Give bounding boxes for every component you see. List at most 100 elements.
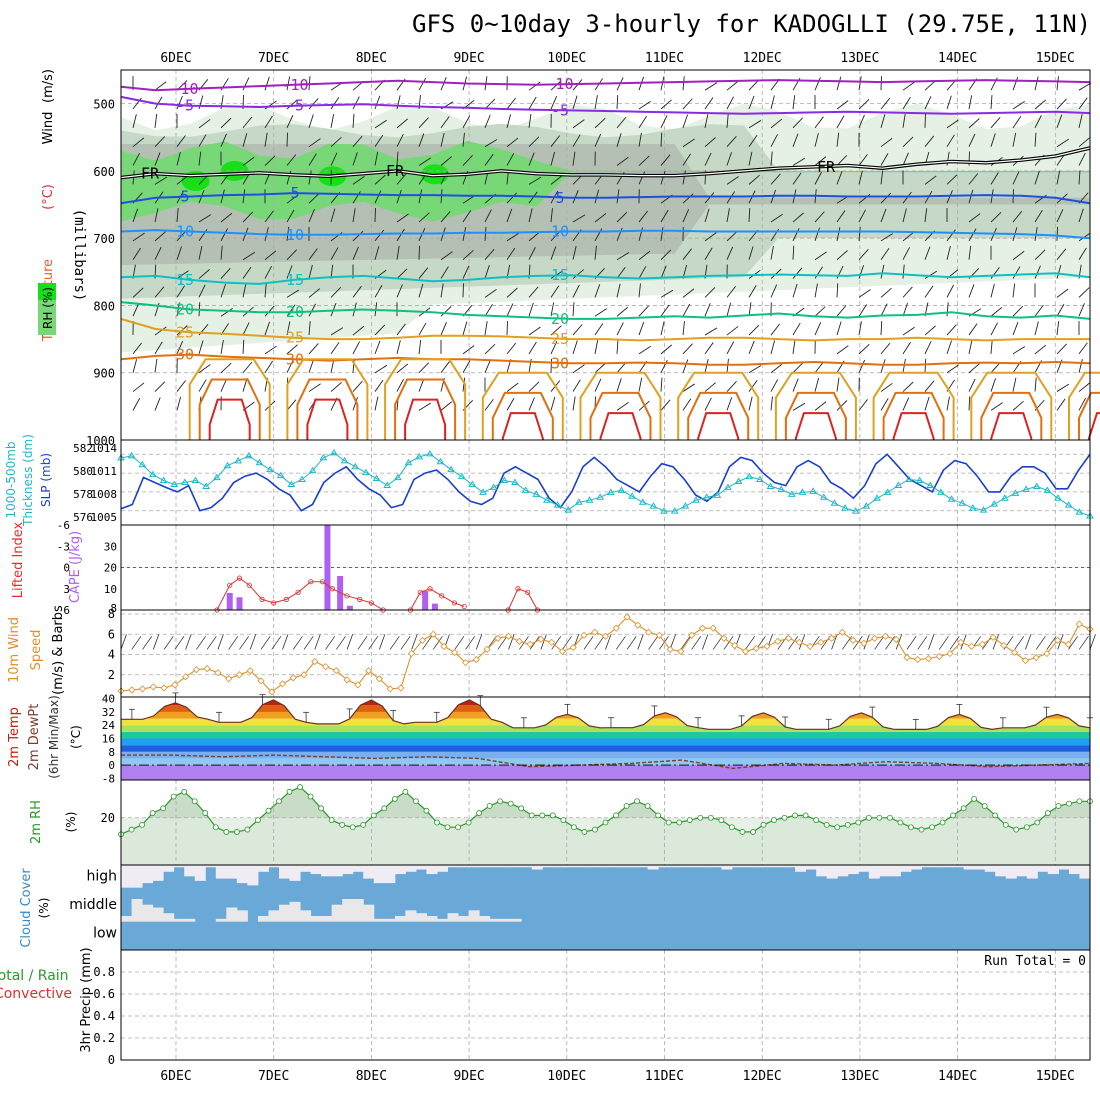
wind-barb [726, 135, 737, 147]
lifted-index-point [246, 582, 252, 588]
thickness-point [681, 502, 690, 509]
wind-barb [880, 342, 891, 355]
wind-barb [396, 245, 400, 260]
surface-wind-barb [185, 634, 192, 650]
wind-barb [968, 118, 980, 129]
wind-barb [572, 284, 580, 298]
wind-barb [682, 193, 694, 204]
wind-barb [880, 170, 884, 185]
wind-barb [638, 377, 643, 392]
rh-point [728, 824, 735, 831]
thickness-point [596, 493, 605, 500]
surface-isotherm [990, 412, 1033, 440]
wind-barb [330, 152, 338, 166]
thickness-point [521, 486, 530, 493]
rh-point [602, 819, 609, 826]
wind-barb [352, 325, 365, 336]
cloud-clear-high [226, 865, 238, 879]
wind-barb [1056, 98, 1067, 110]
wind-speed-point [1075, 620, 1083, 628]
wind-barb [770, 284, 778, 298]
wind-barb [1078, 170, 1081, 185]
wind-barb [792, 402, 806, 411]
wind-speed-point [957, 638, 965, 646]
wind-barb [242, 189, 246, 204]
wind-barb [132, 247, 142, 260]
wind-tick: 2 [108, 668, 115, 682]
cloud-clear-middle [373, 918, 385, 922]
wind-barb [330, 327, 344, 336]
cloud-clear-high [1005, 865, 1017, 879]
cloud-clear-middle [405, 910, 417, 922]
wind-barb [704, 232, 717, 242]
wind-barb [374, 396, 379, 411]
precip-tick: 0.2 [93, 1031, 115, 1045]
wind-axis-label: Wind [41, 112, 56, 145]
cloud-clear-high [1037, 865, 1049, 872]
rh-point [528, 812, 535, 819]
wind-speed-point [375, 675, 383, 683]
slp-tick: 1008 [91, 488, 118, 501]
temperature-panel [121, 692, 1093, 780]
wind-barb [902, 397, 910, 411]
surface-wind-barb [895, 634, 903, 650]
lifted-index-point [319, 579, 326, 585]
rh-point [149, 810, 156, 816]
wind-barb [308, 98, 319, 110]
wind-barb [418, 339, 422, 354]
cloud-clear-high [1026, 865, 1038, 879]
date-label-bottom: 9DEC [453, 1069, 484, 1084]
cloud-clear-middle [131, 899, 143, 922]
surface-wind-barb [152, 634, 160, 650]
wind-barb [550, 135, 560, 147]
wind-barb [616, 211, 628, 223]
thickness-point [798, 488, 807, 495]
rh-point [233, 829, 240, 835]
cloud-clear-high [531, 865, 543, 870]
wind-barb [858, 114, 865, 129]
thickness-point [660, 507, 668, 514]
wind-barb [946, 229, 956, 242]
wind-barb [528, 152, 535, 166]
thickness-point [266, 465, 274, 473]
wind-barb [1034, 377, 1037, 392]
wind-barb [1078, 287, 1090, 298]
wind-barb [352, 397, 358, 411]
wind-barb [990, 133, 996, 147]
thickness-point [479, 488, 487, 495]
surface-wind-barb [314, 634, 321, 650]
surface-wind-barb [874, 636, 885, 650]
wind-barb [286, 99, 298, 110]
temp-color-band [121, 758, 1090, 766]
wind-barb [682, 153, 692, 166]
surface-wind-barb [906, 636, 917, 650]
cloud-clear-high [995, 865, 1007, 877]
rh-point [981, 803, 988, 809]
rh-point [413, 798, 419, 805]
surface-wind-barb [1046, 636, 1057, 650]
wind-barb [968, 245, 972, 260]
thickness-point [734, 477, 743, 485]
thickness-point [457, 472, 466, 480]
wind-barb [990, 172, 999, 185]
pressure-tick: 900 [93, 367, 115, 381]
cloud-clear-high [563, 865, 575, 868]
rh-point [792, 812, 798, 819]
wind-speed-point [1043, 649, 1051, 658]
isotherm-label: 30 [551, 354, 569, 372]
thickness-point [244, 451, 253, 459]
wind-speed-point [720, 634, 728, 642]
thickness-point [787, 490, 796, 497]
temp-color-band [121, 765, 1090, 780]
cloud-clear-high [668, 865, 680, 868]
thickness-point [649, 502, 658, 509]
rh-point [886, 814, 893, 821]
surface-wind-barb [271, 636, 282, 650]
wind-barb [682, 398, 692, 411]
wind-barb [638, 305, 649, 317]
thickness-axis-label: Thickness (dm) [21, 434, 35, 527]
cloud-clear-high [932, 865, 944, 868]
wind-barb [726, 113, 729, 128]
cloud-clear-middle [142, 904, 154, 922]
cloud-clear-middle [257, 916, 269, 922]
